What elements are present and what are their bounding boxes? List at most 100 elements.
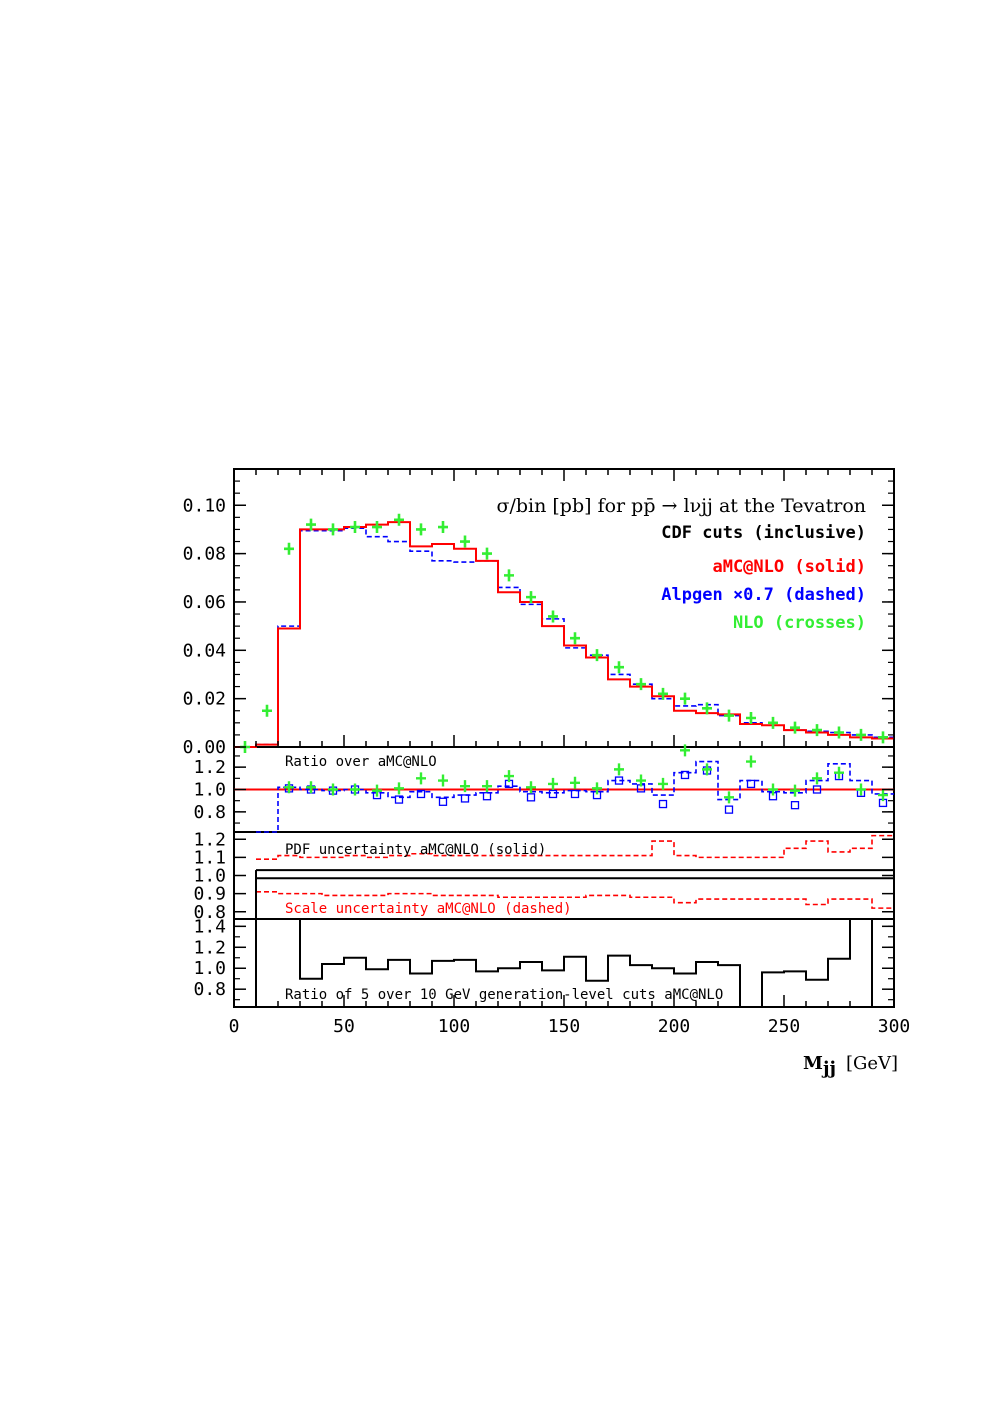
x-tick-label: 150: [548, 1016, 581, 1037]
nlo-cross-point: [394, 513, 404, 526]
ratio-alpgen-box-point: [812, 785, 822, 794]
main-title: σ/bin [pb] for pp̄ → lνjj at the Tevatro…: [497, 495, 867, 517]
ratio-alpgen-box-point: [680, 770, 690, 780]
amcnlo-solid-histogram: [234, 521, 894, 748]
ratio-nlo-cross-point: [878, 789, 888, 802]
nlo-cross-point: [856, 728, 866, 741]
x-tick-label: 0: [229, 1016, 240, 1037]
tick-marks: [233, 469, 895, 1007]
legend-amcnlo: aMC@NLO (solid): [712, 557, 866, 577]
scale-uncertainty-lower: [256, 891, 894, 909]
cut-ratio-histogram: [255, 918, 894, 1008]
nlo-cross-point: [746, 711, 756, 724]
ratio-nlo-cross-point: [350, 783, 360, 796]
ratio-panel-label: Ratio over aMC@NLO: [285, 754, 437, 770]
ratio-nlo-cross-point: [812, 772, 822, 785]
ratio-y-tick-label: 1.0: [193, 780, 226, 801]
ratio-nlo-cross-point: [658, 777, 668, 790]
ratio-y-tick-label: 0.8: [193, 802, 226, 823]
ratio-alpgen-box-point: [460, 794, 470, 803]
ratio-nlo-cross-point: [526, 781, 536, 794]
main-y-tick-label: 0.04: [183, 640, 226, 661]
x-tick-label: 250: [768, 1016, 801, 1037]
nlo-cross-point: [570, 632, 580, 645]
nlo-cross-point: [482, 547, 492, 560]
nlo-cross-point: [702, 702, 712, 715]
legend-alpgen: Alpgen ×0.7 (dashed): [661, 585, 866, 605]
x-axis-label-main: M: [803, 1053, 823, 1074]
nlo-cross-point: [614, 661, 624, 674]
cut-ratio-label: Ratio of 5 over 10 GeV generation-level …: [285, 987, 723, 1003]
ratio-nlo-cross-point: [460, 780, 470, 793]
ratio-nlo-cross-point: [306, 781, 316, 794]
ratio-alpgen-box-point: [438, 797, 448, 806]
ratio-alpgen-box-point: [724, 805, 734, 814]
ratio-alpgen-box-point: [658, 799, 668, 809]
main-panel: [234, 513, 894, 753]
ratio-nlo-cross-point: [394, 782, 404, 795]
main-y-tick-label: 0.10: [183, 495, 226, 516]
ratio-nlo-cross-point: [548, 777, 558, 790]
nlo-cross-point: [812, 724, 822, 737]
ratio-nlo-cross-point: [636, 774, 646, 787]
cut-y-tick-label: 1.0: [193, 958, 226, 979]
main-y-tick-label: 0.00: [183, 737, 226, 758]
cut-y-tick-label: 1.2: [193, 937, 226, 958]
cut-y-tick-label: 0.8: [193, 979, 226, 1000]
tick-labels: 0 50 100 150 200 250 300 0.00 0.02 0.04 0.06 0.08 0.…: [183, 495, 911, 1037]
scale-uncertainty-upper: [256, 834, 894, 860]
nlo-cross-point: [460, 535, 470, 548]
main-y-tick-label: 0.06: [183, 592, 226, 613]
nlo-cross-point: [724, 709, 734, 722]
ratio-nlo-cross-point: [372, 784, 382, 797]
ratio-panel: [234, 744, 894, 833]
ratio-nlo-cross-point: [482, 780, 492, 793]
ratio-nlo-cross-point: [856, 783, 866, 796]
ratio-nlo-cross-point: [416, 772, 426, 785]
ratio-y-tick-label: 1.2: [193, 757, 226, 778]
nlo-cross-point: [350, 521, 360, 534]
nlo-cross-point: [416, 523, 426, 536]
nlo-cross-point: [526, 591, 536, 604]
ratio-alpgen-box-point: [614, 776, 624, 785]
ratio-alpgen-dashed: [256, 760, 894, 833]
nlo-cross-point: [680, 692, 690, 705]
main-subtitle: CDF cuts (inclusive): [661, 523, 866, 543]
nlo-cross-point: [262, 704, 272, 717]
legend-nlo: NLO (crosses): [733, 613, 866, 633]
ratio-nlo-cross-point: [570, 776, 580, 789]
ratio-alpgen-box-point: [548, 789, 558, 799]
main-y-tick-label: 0.02: [183, 689, 226, 710]
nlo-cross-point: [658, 687, 668, 700]
ratio-nlo-cross-point: [746, 755, 756, 768]
ratio-nlo-cross-point: [790, 784, 800, 797]
x-axis-label-unit: [GeV]: [846, 1053, 898, 1074]
ratio-alpgen-box-point: [746, 779, 756, 789]
nlo-cross-point: [438, 521, 448, 534]
x-tick-label: 50: [333, 1016, 355, 1037]
ratio-nlo-cross-point: [592, 782, 602, 795]
unc-y-tick-label: 1.0: [193, 866, 226, 887]
nlo-cross-point: [768, 716, 778, 729]
ratio-nlo-cross-point: [680, 744, 690, 757]
main-y-tick-label: 0.08: [183, 544, 226, 565]
ratio-alpgen-box-point: [570, 789, 580, 799]
unc-y-tick-label: 1.1: [193, 847, 226, 868]
nlo-cross-point: [328, 523, 338, 536]
nlo-cross-point: [372, 521, 382, 534]
unc-y-tick-label: 0.9: [193, 884, 226, 905]
ratio-alpgen-box-point: [482, 792, 492, 801]
ratio-alpgen-box-point: [790, 801, 800, 810]
x-axis-label-sub: jj: [821, 1058, 836, 1079]
ratio-nlo-cross-point: [702, 763, 712, 776]
x-tick-label: 200: [658, 1016, 691, 1037]
nlo-cross-point: [306, 518, 316, 531]
ratio-alpgen-box-point: [416, 789, 426, 799]
nlo-cross-point: [592, 649, 602, 662]
ratio-nlo-cross-point: [284, 781, 294, 794]
ratio-nlo-cross-point: [724, 791, 734, 804]
ratio-nlo-cross-point: [768, 783, 778, 796]
scale-uncertainty-label: Scale uncertainty aMC@NLO (dashed): [285, 901, 572, 917]
ratio-alpgen-box-point: [526, 793, 536, 802]
